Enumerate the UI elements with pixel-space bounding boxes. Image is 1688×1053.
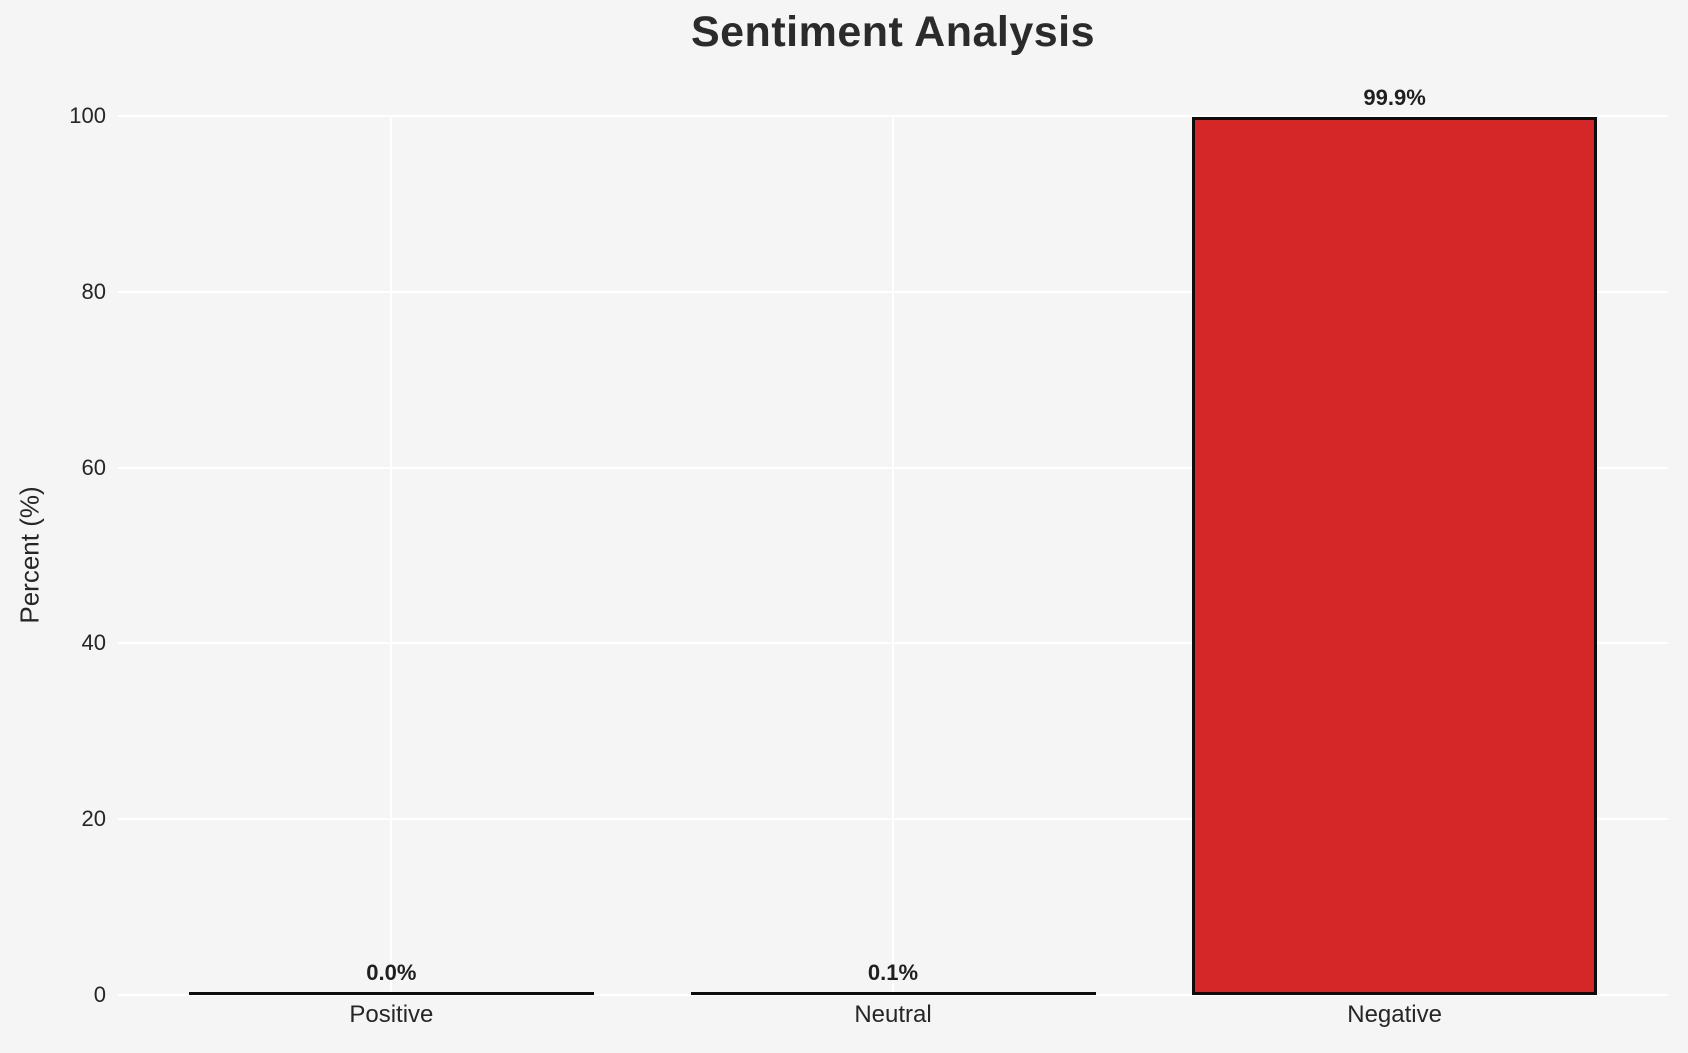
y-tick-label: 20 <box>81 806 106 832</box>
chart-title: Sentiment Analysis <box>690 8 1096 56</box>
y-tick-label: 40 <box>81 630 106 656</box>
bar-value-label: 99.9% <box>1363 84 1426 110</box>
gridline-vertical <box>892 116 894 995</box>
bar-value-label: 0.1% <box>867 960 919 985</box>
bar-negative <box>1192 116 1598 995</box>
x-category-label-positive: Positive <box>349 1001 434 1028</box>
y-tick-label: 60 <box>81 454 106 480</box>
bar-neutral <box>690 992 1096 995</box>
y-tick-label: 80 <box>81 278 106 304</box>
y-tick-label: 100 <box>69 103 106 128</box>
gridline-vertical <box>390 116 393 995</box>
plot-area: 0.0% 0.1% 99.9% <box>118 85 1668 996</box>
x-category-label-neutral: Neutral <box>854 1001 932 1028</box>
y-axis-label: Percent (%) <box>14 486 45 624</box>
gridline-horizontal <box>118 994 1668 996</box>
y-tick-label: 0 <box>93 982 106 1007</box>
x-category-label-negative: Negative <box>1347 1001 1442 1028</box>
bar-positive <box>188 992 594 995</box>
bar-value-label: 0.0% <box>366 960 417 985</box>
